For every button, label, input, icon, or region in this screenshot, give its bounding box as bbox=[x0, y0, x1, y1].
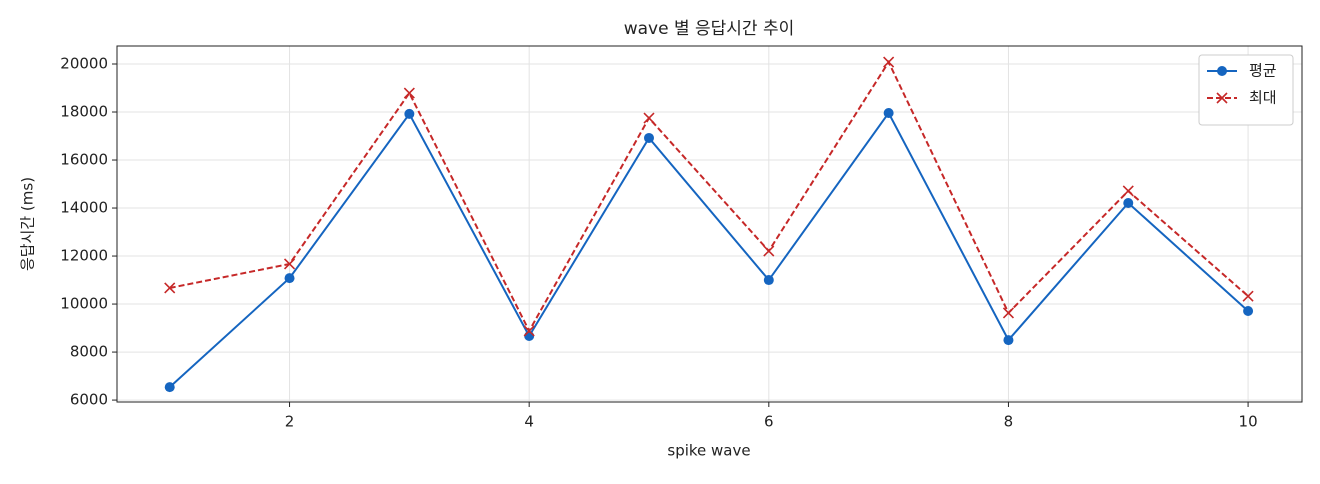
point bbox=[403, 87, 415, 99]
point bbox=[283, 258, 296, 270]
x-tick-label: 2 bbox=[285, 413, 295, 431]
point bbox=[643, 112, 655, 124]
legend-marker bbox=[1217, 66, 1227, 76]
x-axis-label: spike wave bbox=[667, 442, 750, 460]
y-tick-label: 14000 bbox=[60, 199, 108, 217]
x-tick-label: 6 bbox=[764, 413, 774, 431]
plot-frame bbox=[116, 45, 1303, 403]
series-line bbox=[169, 60, 1249, 334]
point bbox=[643, 132, 654, 143]
point bbox=[164, 382, 175, 393]
point bbox=[523, 325, 535, 337]
point bbox=[763, 245, 775, 257]
chart-title: wave 별 응답시간 추이 bbox=[624, 19, 795, 39]
point bbox=[1243, 306, 1254, 317]
y-tick-label: 18000 bbox=[60, 103, 108, 121]
legend-marker bbox=[1216, 92, 1228, 104]
y-tick-label: 20000 bbox=[60, 55, 108, 73]
point bbox=[404, 108, 415, 119]
point bbox=[883, 56, 895, 68]
series-line bbox=[169, 111, 1249, 388]
point bbox=[164, 282, 176, 294]
point bbox=[284, 273, 295, 284]
x-tick-label: 10 bbox=[1239, 413, 1258, 431]
y-tick-label: 6000 bbox=[70, 391, 108, 409]
legend-label: 평균 bbox=[1249, 62, 1277, 80]
point bbox=[883, 107, 894, 118]
point bbox=[1122, 185, 1134, 197]
x-tick-label: 8 bbox=[1004, 413, 1014, 431]
legend-label: 최대 bbox=[1249, 89, 1277, 107]
point bbox=[1003, 335, 1014, 346]
point bbox=[763, 275, 774, 286]
point bbox=[1242, 290, 1254, 302]
x-tick-label: 4 bbox=[524, 413, 534, 431]
y-axis-label: 응답시간 (ms) bbox=[19, 177, 37, 271]
point bbox=[1002, 307, 1015, 319]
legend-box bbox=[1198, 54, 1294, 126]
y-tick-label: 8000 bbox=[70, 343, 108, 361]
point bbox=[1123, 197, 1134, 208]
y-tick-label: 16000 bbox=[60, 151, 108, 169]
y-tick-label: 12000 bbox=[60, 247, 108, 265]
y-tick-label: 10000 bbox=[60, 295, 108, 313]
